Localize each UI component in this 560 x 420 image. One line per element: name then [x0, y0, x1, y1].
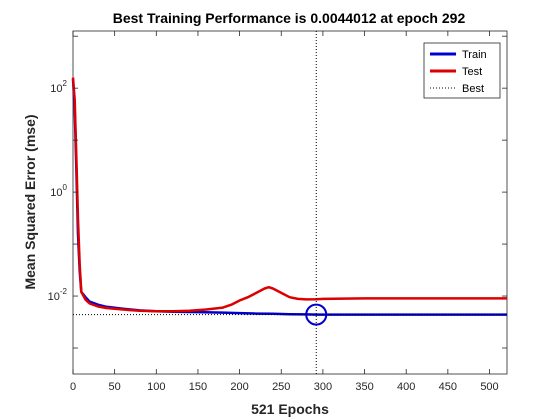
y-tick-label: 100 [50, 183, 67, 199]
x-tick-label: 50 [109, 381, 121, 393]
x-axis-ticks: 0 50 100 150 200 250 300 350 400 450 500 [70, 31, 499, 393]
y-tick-label: 102 [50, 79, 67, 95]
x-tick-label: 300 [314, 381, 332, 393]
legend-train-label: Train [462, 49, 487, 61]
x-tick-label: 200 [230, 381, 248, 393]
best-point-marker [305, 303, 328, 326]
y-tick-label: 10-2 [48, 287, 68, 303]
y-axis-label: Mean Squared Error (mse) [22, 114, 38, 289]
x-tick-label: 500 [480, 381, 498, 393]
x-tick-label: 0 [70, 381, 76, 393]
series-layer [71, 77, 507, 316]
x-tick-label: 350 [355, 381, 373, 393]
x-tick-label: 100 [147, 381, 165, 393]
x-tick-label: 400 [397, 381, 415, 393]
series-line-test [71, 77, 507, 313]
best-layer [73, 31, 507, 374]
x-tick-label: 150 [189, 381, 207, 393]
x-tick-label: 250 [272, 381, 290, 393]
legend-best-label: Best [462, 83, 484, 95]
y-axis-ticks: 10-2 100 102 [48, 35, 507, 349]
x-tick-label: 450 [439, 381, 457, 393]
legend-test-label: Test [462, 66, 482, 78]
x-axis-label: 521 Epochs [251, 401, 329, 417]
legend: Train Test Best [423, 42, 501, 99]
chart-title: Best Training Performance is 0.0044012 a… [113, 10, 466, 26]
